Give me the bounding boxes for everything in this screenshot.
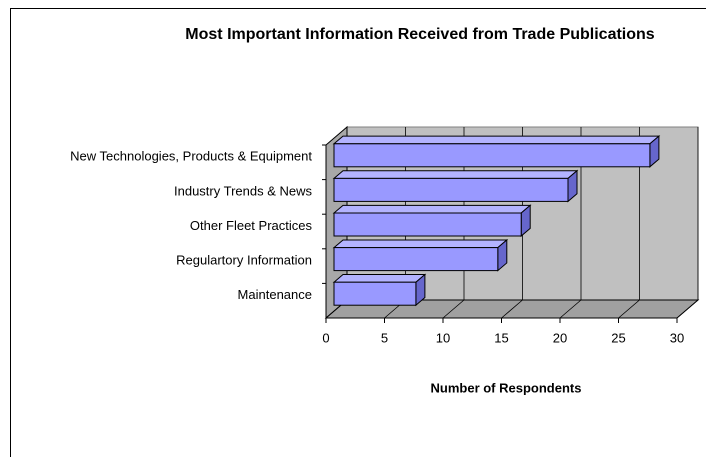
bar — [332, 273, 427, 307]
y-tick-label: Regulartory Information — [176, 253, 312, 268]
bar-top — [332, 204, 532, 214]
x-tick-label: 0 — [322, 330, 329, 345]
bar-front — [333, 177, 569, 202]
chart-title: Most Important Information Received from… — [185, 26, 655, 43]
x-tick-label: 5 — [381, 330, 388, 345]
bar-top — [332, 170, 579, 179]
bar — [332, 169, 579, 203]
grid-line — [559, 127, 582, 319]
x-tick-label: 30 — [670, 330, 684, 345]
y-tick-label: Maintenance — [238, 287, 312, 302]
bar — [332, 238, 509, 272]
y-tick-label: New Technologies, Products & Equipment — [70, 149, 312, 164]
grid-line — [676, 127, 699, 319]
x-tick-label: 10 — [436, 330, 450, 345]
bar — [332, 204, 532, 238]
y-tick-label: Industry Trends & News — [174, 183, 312, 198]
bar-front — [333, 212, 522, 237]
bar-top — [332, 135, 661, 145]
bar-front — [333, 281, 417, 306]
grid-line — [618, 127, 640, 319]
x-axis-label: Number of Respondents — [431, 380, 582, 395]
bar-top — [332, 274, 427, 283]
bar-front — [333, 143, 651, 168]
bar-top — [332, 239, 509, 249]
x-tick-label: 15 — [494, 330, 508, 345]
y-tick-label: Other Fleet Practices — [190, 218, 313, 233]
bar — [332, 135, 661, 168]
x-tick-label: 25 — [611, 330, 625, 345]
bar-front — [333, 247, 499, 272]
x-tick-label: 20 — [553, 330, 567, 345]
